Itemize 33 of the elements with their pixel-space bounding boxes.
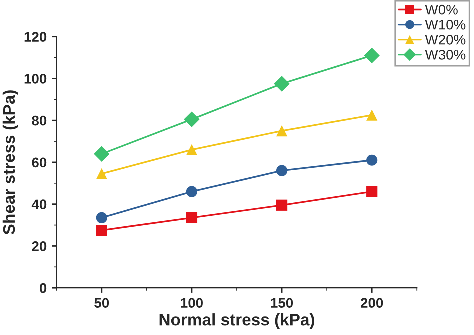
point xyxy=(186,186,198,198)
x-tick-label: 200 xyxy=(360,298,384,308)
legend-label: W0% xyxy=(425,4,458,15)
y-tick-label: 60 xyxy=(32,158,47,168)
x-axis-title: Normal stress (kPa) xyxy=(160,314,314,330)
point xyxy=(276,200,288,211)
point xyxy=(364,48,380,64)
point xyxy=(96,224,108,236)
point xyxy=(274,76,290,92)
point xyxy=(96,168,108,180)
point xyxy=(186,212,198,224)
point xyxy=(96,212,108,224)
y-tick-label: 120 xyxy=(24,32,47,42)
y-tick-label: 80 xyxy=(32,116,47,126)
point xyxy=(366,110,378,121)
legend-label: W30% xyxy=(425,50,466,60)
y-axis-title: Shear stress (kPa) xyxy=(2,90,18,235)
x-tick-label: 50 xyxy=(94,298,110,308)
y-tick-label: 20 xyxy=(32,242,47,252)
point xyxy=(366,186,378,198)
y-tick-label: 40 xyxy=(32,200,47,210)
point xyxy=(186,144,198,156)
point xyxy=(184,112,200,128)
point xyxy=(276,165,288,176)
x-tick-label: 150 xyxy=(271,298,294,308)
y-tick-label: 100 xyxy=(24,74,47,84)
point xyxy=(276,126,288,137)
point xyxy=(366,154,378,166)
point xyxy=(94,146,110,162)
x-tick-label: 100 xyxy=(181,298,203,308)
legend-label: W10% xyxy=(425,20,466,30)
y-tick-label: 0 xyxy=(40,283,47,294)
legend-label: W20% xyxy=(425,34,466,45)
